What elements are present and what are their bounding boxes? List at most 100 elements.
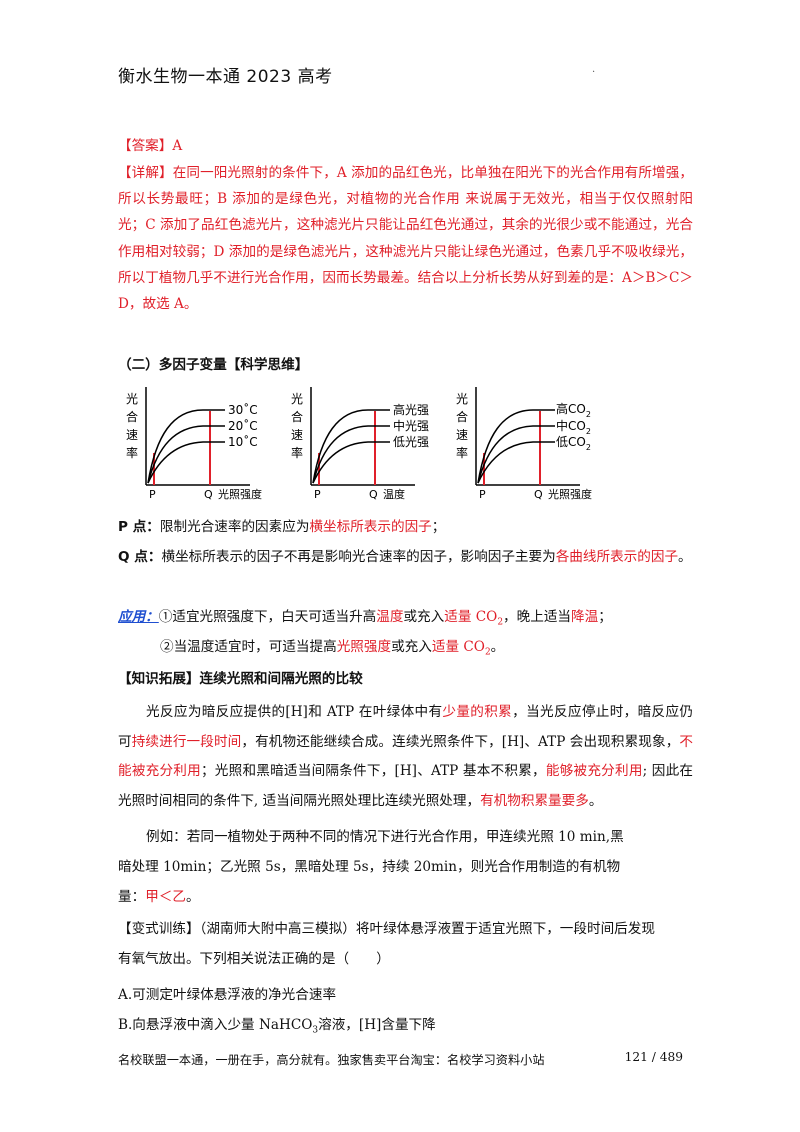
q-point-end: 。 [678, 549, 692, 565]
graph-1-ylabel-3: 率 [126, 445, 138, 460]
graph-3-ylabel-1: 合 [456, 409, 468, 424]
graph-3-xlabel: 光照强度 [548, 487, 592, 501]
app1-end: ； [598, 609, 612, 625]
app2-text-b: 或充入 [391, 639, 432, 655]
example-3c: 。 [185, 889, 200, 905]
option-b-text-2: 溶液，[H]含量下降 [318, 1017, 436, 1033]
k-hl-3: 持续进行一段时间 [131, 733, 242, 750]
application-label: 应用： [118, 609, 159, 625]
graph-1-xlabel: 光照强度 [218, 487, 262, 501]
graph-1-curve-mid [147, 425, 225, 484]
page-number: 121 / 489 [624, 1050, 683, 1064]
p-point-end: ； [431, 519, 446, 535]
graph-1-curve-label-2: 10˚C [228, 434, 258, 449]
graph-2-curve-low [312, 441, 390, 484]
option-b-sub: 3 [312, 1025, 319, 1036]
app2-text-a: ②当温度适宜时，可适当提高 [160, 639, 337, 655]
graph-1-p-label: P [149, 488, 156, 501]
graph-3-ylabel-2: 速 [456, 428, 468, 442]
graph-2-ylabel-1: 合 [291, 409, 303, 424]
graph-1-ylabel-0: 光 [126, 392, 138, 406]
k-hl-1: 少量的积累 [442, 704, 513, 720]
graph-2: 光 合 速 率 高光强 中光强 低光强 P Q 温度 [291, 387, 429, 501]
example-answer: 甲＜乙 [145, 889, 186, 905]
graph-1-ylabel-1: 合 [126, 409, 138, 424]
graph-3-ylabel-3: 率 [456, 445, 468, 460]
graph-1-curve-label-0: 30˚C [228, 402, 258, 417]
p-point-highlight: 横坐标所表示的因子 [309, 519, 432, 535]
option-a: A.可测定叶绿体悬浮液的净光合速率 [118, 987, 337, 1003]
footer-text: 名校联盟一本通，一册在手，高分就有。独家售卖平台淘宝：名校学习资料小站 [118, 1053, 545, 1067]
option-b-text: B.向悬浮液中滴入少量 NaHCO [118, 1017, 313, 1033]
graph-2-q-label: Q [369, 488, 378, 501]
k-hl-7: 能够被充分利 [545, 763, 629, 780]
app1-hl-temp: 温度 [376, 609, 404, 625]
factor-graphs: 光 合 速 率 30˚C 20˚C 10˚C P Q 光照强度 光 合 速 率 … [126, 387, 592, 501]
graph-2-curve-label-1: 中光强 [393, 418, 429, 433]
knowledge-paragraph: 光反应为暗反应提供的[H]和 ATP 在叶绿体中有少量的积累，当光反应停止时，暗… [118, 698, 693, 816]
k-text-0: 光反应为暗反应提供的[H]和 ATP 在叶绿体中有 [146, 704, 443, 720]
k-text-11: 。 [588, 792, 603, 809]
graph-1: 光 合 速 率 30˚C 20˚C 10˚C P Q 光照强度 [126, 387, 262, 501]
graph-2-curve-mid [312, 425, 390, 484]
graph-3-curve-high [477, 409, 555, 484]
answer-value: A [172, 138, 183, 154]
graph-3-ylabel-0: 光 [456, 392, 468, 406]
example-line-3: 量：甲＜乙。 [118, 884, 200, 910]
graph-1-q-label: Q [204, 488, 213, 501]
k-text-4: ，有机物还能继续合成。连续光照条件下，[H]、ATP 会出现积累现象， [241, 733, 680, 750]
k-text-2: ，当光反应停止时，暗反应仍可 [118, 704, 694, 750]
graph-3-curve-label-2: 低CO2 [556, 435, 591, 452]
graph-2-curve-high [312, 409, 390, 484]
app1-hl-cool: 降温 [571, 609, 599, 625]
p-point-text: 限制光合速率的因素应为 [159, 519, 310, 535]
graph-2-curve-label-2: 低光强 [393, 435, 429, 449]
k-hl-8: 用 [628, 763, 643, 780]
graph-3-q-label: Q [534, 488, 543, 501]
p-point-label: P 点： [118, 519, 160, 535]
application-line-2: ②当温度适宜时，可适当提高光照强度或充入适量 CO2。 [160, 634, 504, 666]
variant-line-2: 有氧气放出。下列相关说法正确的是（ ） [118, 951, 390, 967]
app1-text-c: ，晚上适当 [503, 609, 572, 625]
header-title: 衡水生物一本通 2023 高考 [118, 67, 333, 87]
graph-1-curve-label-1: 20˚C [228, 418, 258, 433]
example-3a: 量： [118, 889, 146, 905]
k-text-6: ；光照和黑暗适当间隔条件下，[H]、ATP 基本不积累， [200, 763, 546, 780]
app1-text-a: ①适宜光照强度下，白天可适当升高 [158, 609, 377, 625]
graph-2-ylabel-2: 速 [291, 428, 303, 442]
graph-1-ylabel-2: 速 [126, 428, 138, 442]
q-point-highlight-2: 子 [664, 549, 679, 565]
example-line-2: 暗处理 10min；乙光照 5s，黑暗处理 5s，持续 20min，则光合作用制… [118, 859, 621, 875]
k-hl-10: 有机物积累量要多 [480, 792, 589, 809]
graph-3-curve-label-0: 高CO2 [556, 401, 591, 419]
app2-end: 。 [490, 639, 505, 655]
option-b: B.向悬浮液中滴入少量 NaHCO3溶液，[H]含量下降 [118, 1012, 436, 1044]
header-dot: . [592, 64, 596, 75]
q-point-paragraph: Q 点：横坐标所表示的因子不再是影响光合速率的因子，影响因子主要为各曲线所表示的… [118, 544, 693, 570]
p-point-line: P 点：限制光合速率的因素应为横坐标所表示的因子； [118, 514, 445, 540]
q-point-text: 横坐标所表示的因子不再是影响光合速率的因子，影响因子主要为 [161, 549, 556, 565]
graph-2-ylabel-3: 率 [291, 445, 303, 460]
app1-hl-co2: 适量 CO2 [444, 609, 504, 628]
answer-line: 【答案】A [118, 133, 182, 159]
k-text-9: ; 因此在光照时间相同的条件下, 适当间隔光照处理比连续光照处理， [118, 763, 694, 809]
graph-3-curve-mid [477, 425, 555, 484]
app2-hl-light: 光照强度 [336, 639, 392, 655]
app2-hl-co2: 适量 CO2 [431, 639, 491, 658]
graph-3-curve-label-1: 中CO2 [556, 418, 591, 436]
explain-label: 【详解】 [118, 165, 173, 181]
q-point-label: Q 点： [118, 549, 162, 565]
graph-2-xlabel: 温度 [383, 487, 405, 501]
variant-line-1: 【变式训练】（湖南师大附中高三模拟）将叶绿体悬浮液置于适宜光照下，一段时间后发现 [118, 921, 655, 937]
explain-text: 在同一阳光照射的条件下，A 添加的品红色光，比单独在阳光下的光合作用有所增强，所… [118, 165, 693, 313]
graph-3: 光 合 速 率 高CO2 中CO2 低CO2 P Q 光照强度 [456, 387, 592, 501]
knowledge-title: 【知识拓展】连续光照和间隔光照的比较 [118, 671, 363, 687]
graph-3-curve-low [477, 441, 555, 484]
graph-2-curve-label-0: 高光强 [393, 402, 429, 417]
graph-2-ylabel-0: 光 [291, 392, 303, 406]
q-point-highlight: 各曲线所表示的因 [555, 549, 665, 565]
graph-2-p-label: P [314, 488, 321, 501]
answer-label: 【答案】 [118, 138, 173, 154]
app1-text-b: 或充入 [403, 609, 445, 625]
graph-1-curve-high [147, 409, 225, 484]
